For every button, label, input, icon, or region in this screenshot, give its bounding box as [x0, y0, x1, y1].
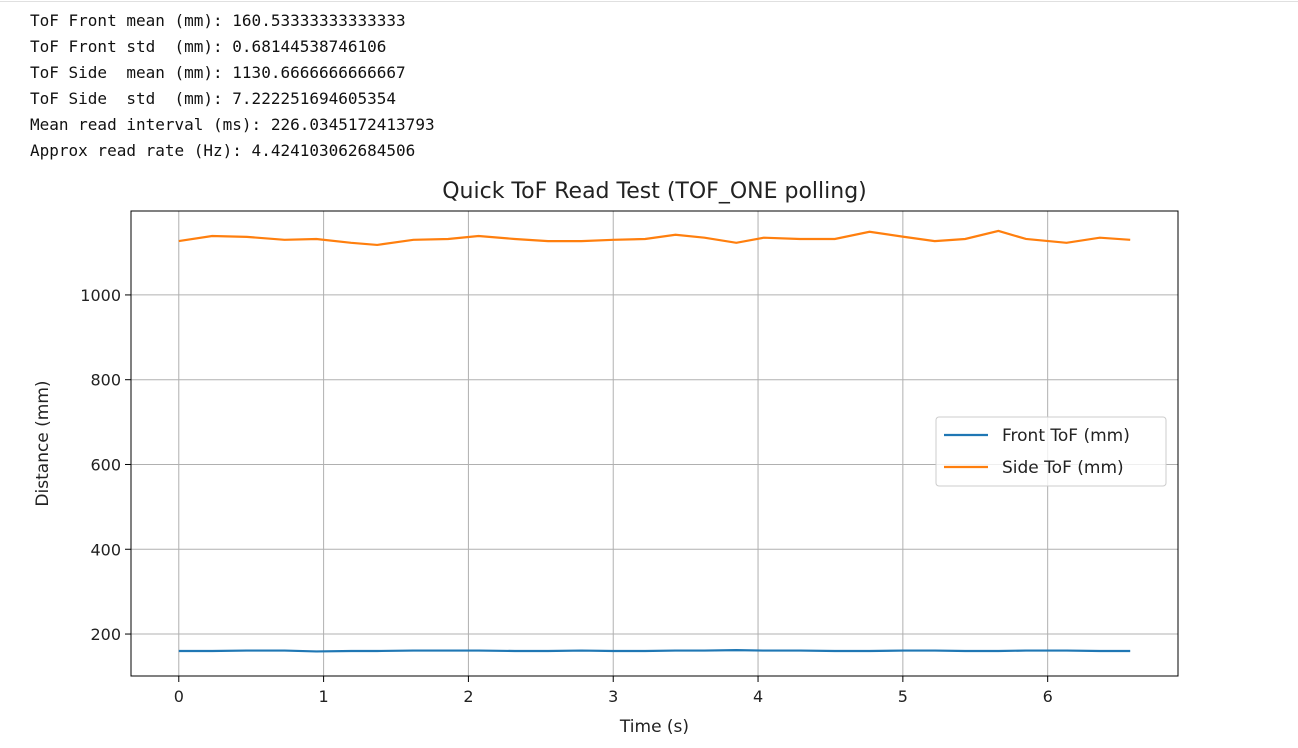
- output-line: Approx read rate (Hz): 4.424103062684506: [30, 141, 416, 160]
- x-tick-label: 5: [898, 687, 908, 706]
- y-tick-label: 800: [90, 371, 121, 390]
- series-line: [178, 649, 1131, 653]
- legend: Front ToF (mm) Side ToF (mm): [935, 416, 1167, 487]
- chart-title: Quick ToF Read Test (TOF_ONE polling): [442, 179, 867, 204]
- x-tick-label: 2: [463, 687, 473, 706]
- output-line: ToF Side mean (mm): 1130.6666666666667: [30, 63, 406, 82]
- y-tick-label: 600: [90, 455, 121, 474]
- output-line: Mean read interval (ms): 226.03451724137…: [30, 115, 435, 134]
- output-line: ToF Front std (mm): 0.68144538746106: [30, 37, 387, 56]
- output-line: ToF Side std (mm): 7.222251694605354: [30, 89, 397, 108]
- output-text: ToF Front mean (mm): 160.53333333333333 T…: [30, 8, 435, 164]
- x-tick-label: 4: [753, 687, 763, 706]
- x-tick-label: 3: [608, 687, 618, 706]
- y-tick-label: 400: [90, 540, 121, 559]
- legend-box: [935, 416, 1167, 487]
- x-tick-label: 1: [319, 687, 329, 706]
- series-line: [178, 229, 1131, 247]
- y-tick-label: 200: [90, 625, 121, 644]
- x-tick-label: 6: [1043, 687, 1053, 706]
- x-axis-label: Time (s): [619, 717, 689, 737]
- cell-border: [0, 1, 1298, 2]
- legend-label: Front ToF (mm): [1002, 426, 1130, 446]
- y-axis-label: Distance (mm): [33, 380, 53, 506]
- x-tick-label: 0: [174, 687, 184, 706]
- plot-frame: [130, 210, 1179, 677]
- y-tick-label: 1000: [80, 286, 121, 305]
- legend-label: Side ToF (mm): [1002, 458, 1124, 478]
- output-line: ToF Front mean (mm): 160.53333333333333: [30, 11, 406, 30]
